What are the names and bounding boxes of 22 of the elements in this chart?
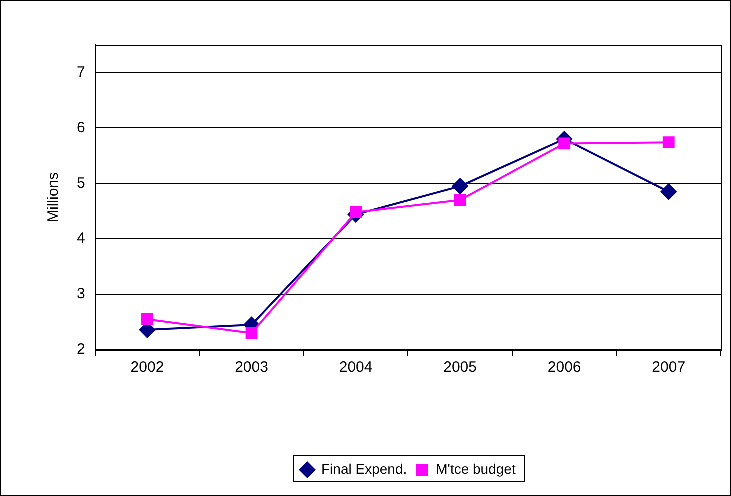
point bbox=[142, 314, 154, 326]
point bbox=[662, 136, 675, 149]
x-tick-label: 2004 bbox=[339, 359, 373, 376]
x-tick-label: 2007 bbox=[652, 359, 686, 376]
x-tick-label: 2002 bbox=[130, 359, 164, 376]
y-axis-title: Millions bbox=[45, 172, 62, 223]
legend-label: M'tce budget bbox=[436, 460, 516, 477]
x-tick-label: 2003 bbox=[235, 359, 268, 376]
y-tick-label: 2 bbox=[77, 341, 86, 358]
point bbox=[452, 178, 468, 194]
y-tick-label: 6 bbox=[77, 119, 86, 136]
point bbox=[558, 138, 571, 150]
y-tick-label: 5 bbox=[77, 174, 86, 192]
point bbox=[246, 327, 258, 340]
point bbox=[454, 194, 466, 206]
x-tick-label: 2006 bbox=[548, 359, 582, 376]
legend-label: Final Expend. bbox=[322, 460, 408, 477]
x-tick-label: 2005 bbox=[444, 359, 477, 376]
y-tick-label: 3 bbox=[77, 286, 86, 303]
point bbox=[660, 184, 677, 200]
y-tick-label: 4 bbox=[77, 230, 86, 248]
y-tick-label: 7 bbox=[77, 64, 86, 81]
